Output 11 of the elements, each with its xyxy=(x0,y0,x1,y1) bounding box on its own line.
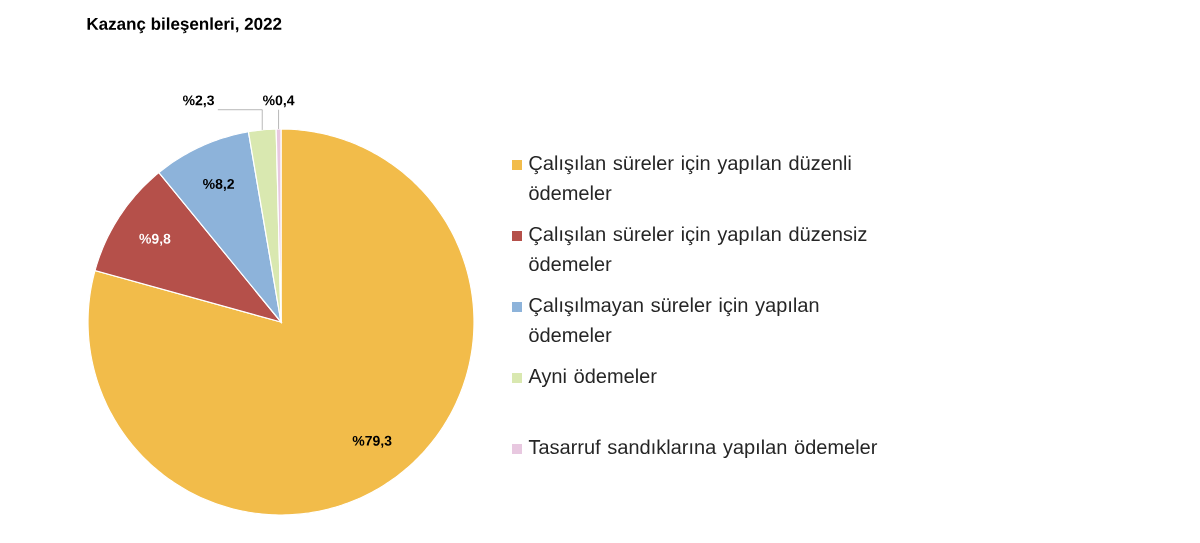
legend-label: Çalışılmayan süreler için yapılan ödemeler xyxy=(529,297,819,343)
legend-label: Ayni ödemeler xyxy=(528,368,657,388)
data-label: %2,3 xyxy=(182,95,214,108)
legend-label: Tasarruf sandıklarına yapılan ödemeler xyxy=(528,439,878,459)
data-label: %9,8 xyxy=(139,233,171,246)
legend-label: Çalışılan süreler için yapılan düzenli ödemeler xyxy=(529,155,851,201)
data-label: %8,2 xyxy=(203,179,235,191)
data-label: %0,4 xyxy=(262,95,295,108)
data-label: %79,3 xyxy=(352,435,392,448)
legend-label: Çalışılan süreler için yapılan düzensiz ödemeler xyxy=(529,226,867,272)
chart-title: Kazanç bileşenleri, 2022 xyxy=(87,17,282,34)
